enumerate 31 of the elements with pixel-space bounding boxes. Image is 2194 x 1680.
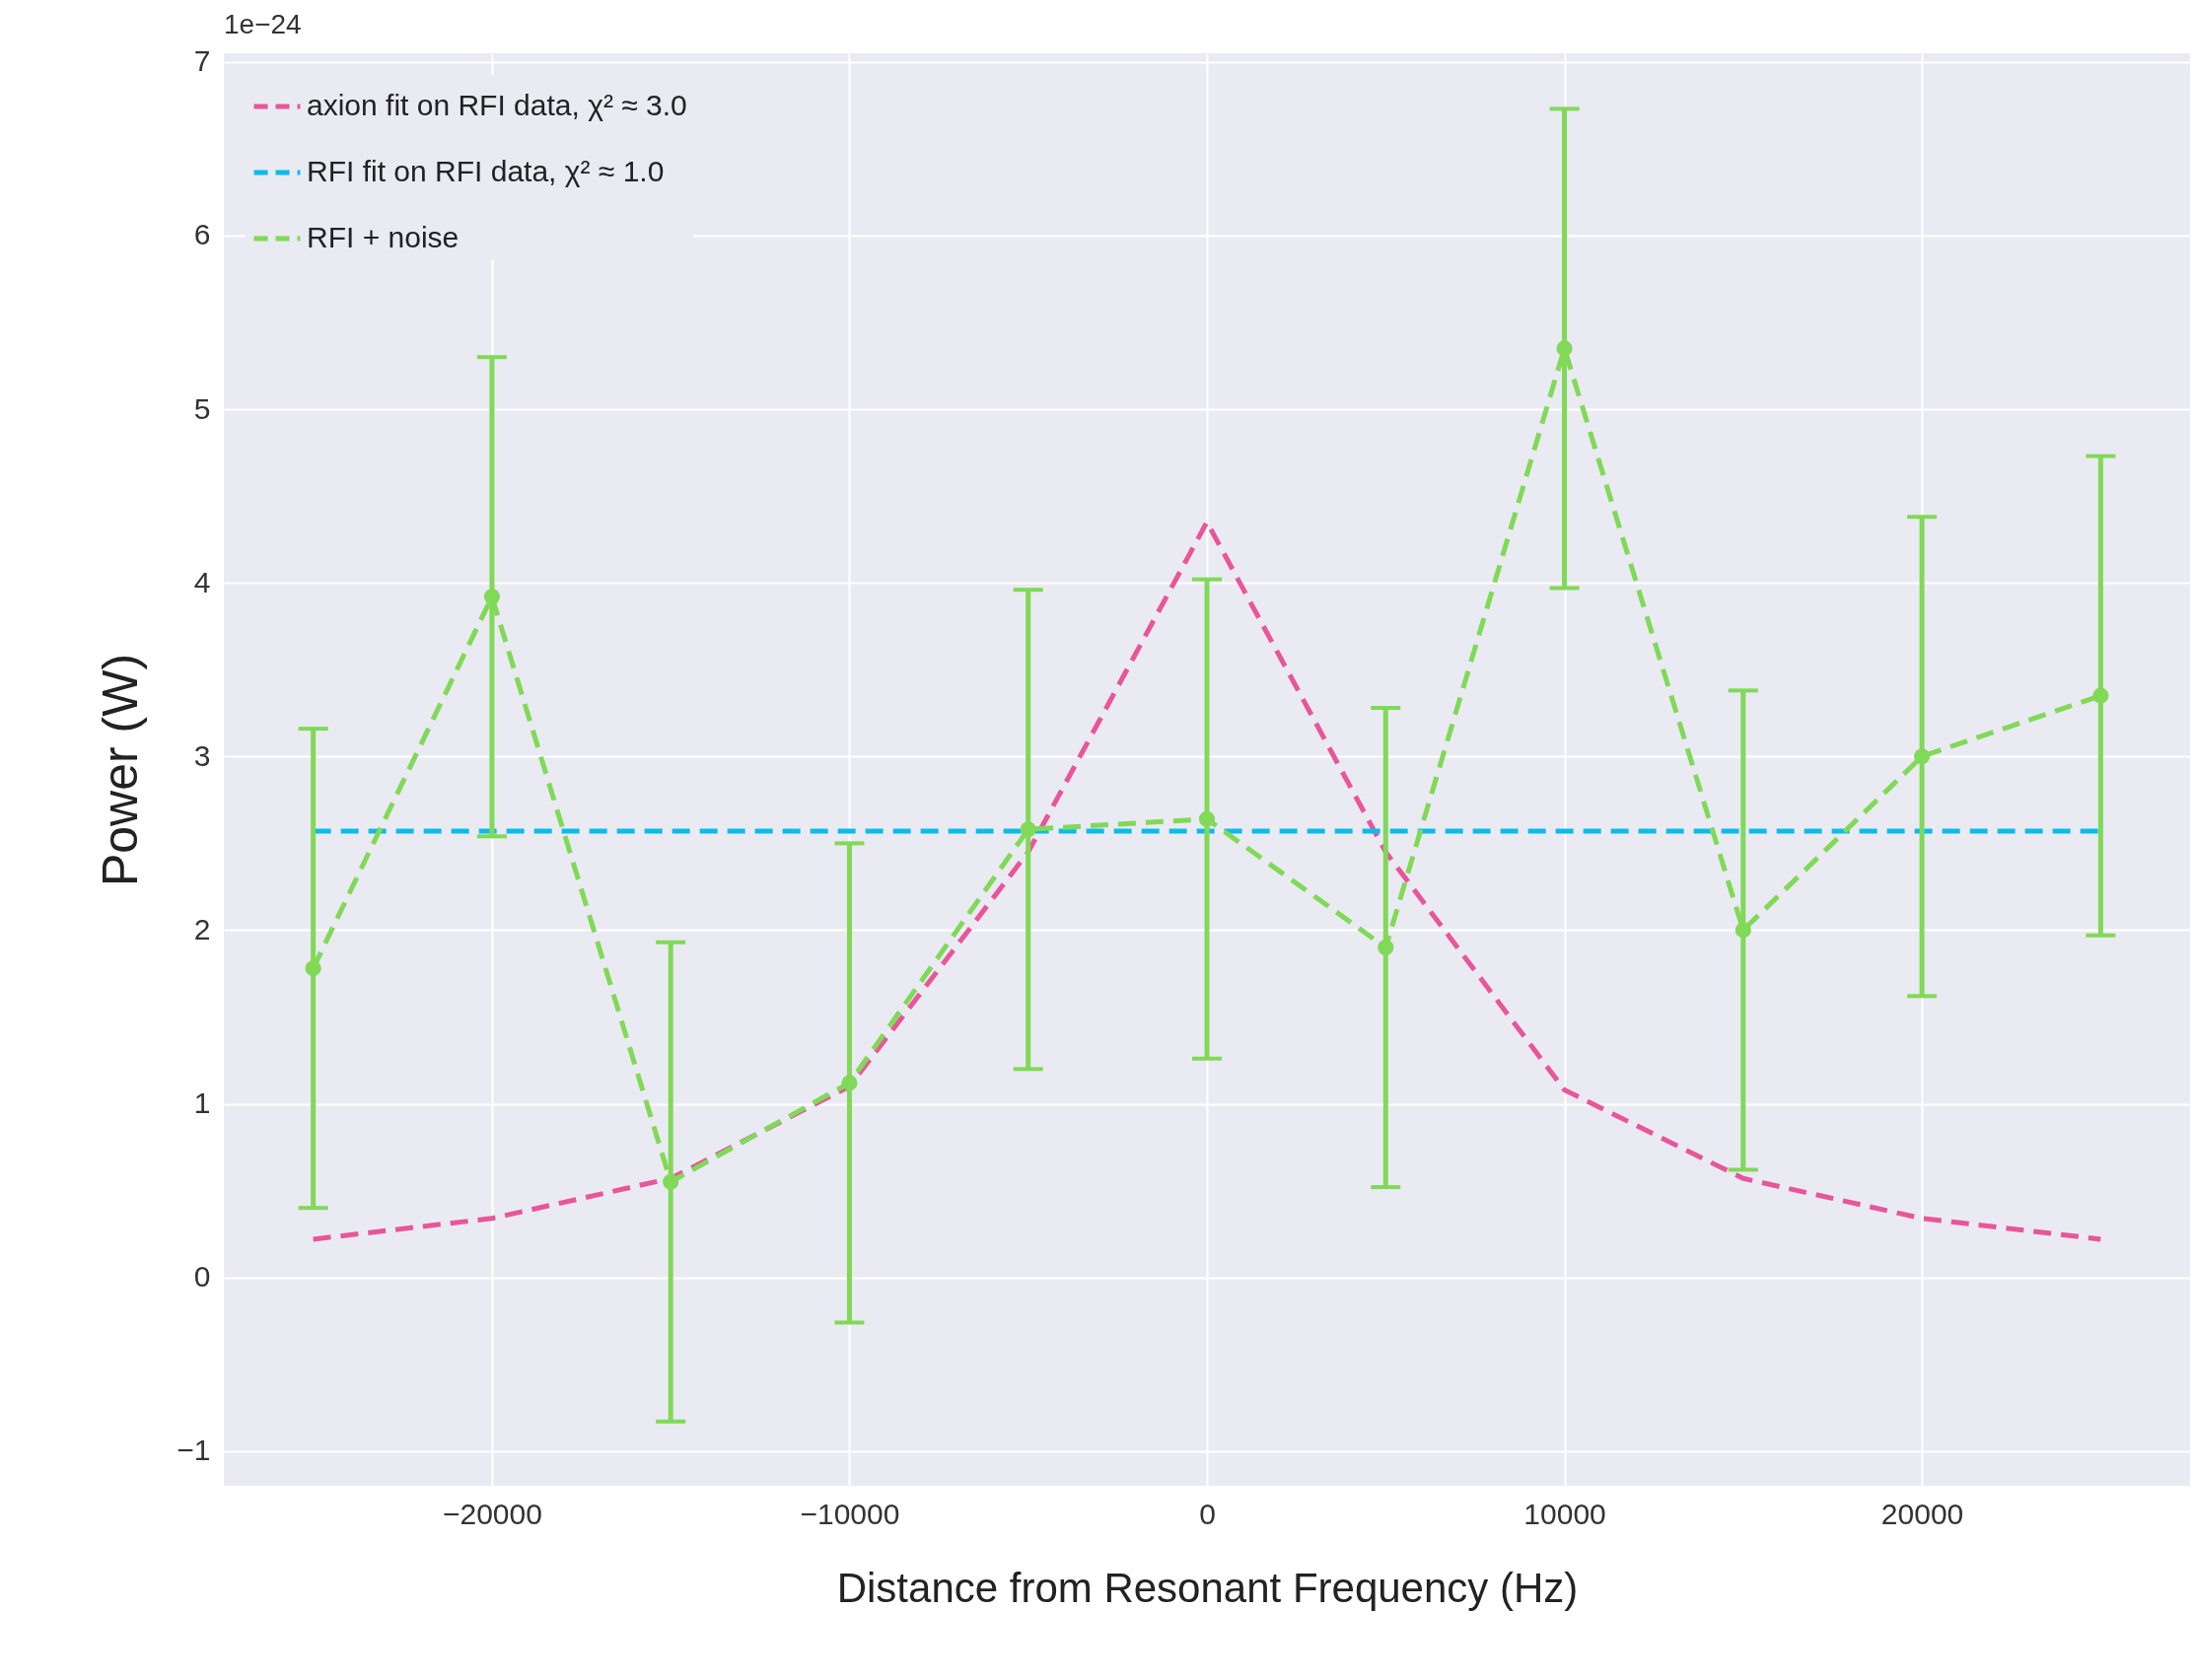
y-tick-label: 5 — [193, 391, 211, 425]
point — [1734, 922, 1751, 939]
point — [1378, 939, 1394, 956]
point — [305, 960, 321, 977]
point — [1914, 748, 1931, 765]
x-tick-label: 0 — [1199, 1497, 1216, 1530]
legend-label: RFI + noise — [307, 221, 460, 253]
x-tick-label: 20000 — [1880, 1497, 1964, 1530]
y-tick-label: 7 — [193, 44, 211, 78]
x-tick-label: −20000 — [442, 1497, 542, 1530]
text: 1e−24 — [224, 8, 302, 39]
legend-label: axion fit on RFI data, χ² ≈ 3.0 — [307, 89, 687, 121]
point — [1198, 810, 1216, 827]
y-tick-label: 2 — [193, 912, 211, 945]
point — [2092, 687, 2109, 704]
x-tick-label: 10000 — [1523, 1497, 1606, 1530]
y-tick-label: 6 — [193, 218, 211, 251]
y-axis-title: Power (W) — [93, 653, 149, 887]
x-tick-label: −10000 — [800, 1497, 900, 1530]
y-tick-label: −1 — [177, 1434, 211, 1467]
point — [841, 1075, 858, 1091]
y-tick-label: 3 — [193, 738, 211, 772]
y-tick-label: 0 — [193, 1260, 211, 1294]
point — [483, 589, 500, 605]
y-tick-label: 4 — [193, 565, 211, 598]
point — [663, 1173, 679, 1190]
legend-label: RFI fit on RFI data, χ² ≈ 1.0 — [307, 155, 665, 187]
point — [1556, 340, 1573, 357]
x-axis-title: Distance from Resonant Frequency (Hz) — [836, 1564, 1579, 1611]
point — [1020, 821, 1036, 838]
y-tick-label: 1 — [193, 1086, 211, 1120]
